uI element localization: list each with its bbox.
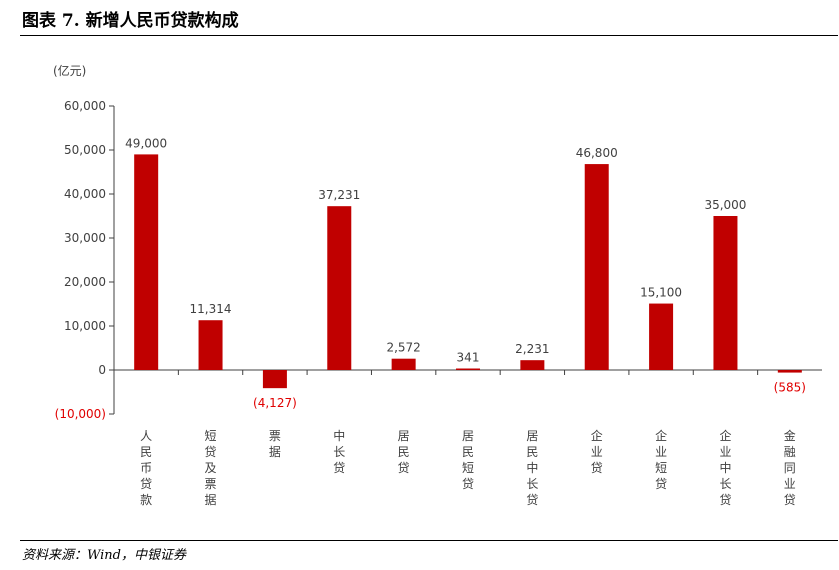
bar [456, 368, 480, 370]
data-label: 15,100 [640, 286, 682, 300]
bar [649, 303, 674, 370]
y-tick-label: 40,000 [64, 187, 106, 201]
data-label: 46,800 [576, 146, 618, 160]
data-label: (4,127) [253, 396, 297, 410]
category-label: 中长贷 [333, 428, 345, 475]
y-tick-label: 10,000 [64, 319, 106, 333]
bar [391, 358, 416, 370]
data-label: 2,572 [386, 341, 420, 355]
y-tick-label: 0 [98, 363, 106, 377]
y-unit-label: (亿元) [53, 63, 86, 78]
title-divider [20, 35, 838, 36]
y-tick-label: (10,000) [55, 407, 106, 421]
category-label: 短贷及票据 [205, 429, 217, 507]
bar [520, 360, 545, 370]
y-tick-label: 30,000 [64, 231, 106, 245]
category-label: 金融同业贷 [784, 428, 796, 507]
data-label: 35,000 [704, 198, 746, 212]
category-label: 企业短贷 [655, 428, 667, 491]
bar [777, 370, 802, 373]
category-label: 居民贷 [398, 429, 410, 475]
bar [262, 370, 287, 389]
figure-title: 图表 7. 新增人民币贷款构成 [22, 11, 239, 31]
category-label: 企业中长贷 [719, 428, 731, 507]
category-label: 居民短贷 [462, 429, 474, 491]
data-label: 49,000 [125, 136, 167, 150]
category-label: 票据 [269, 429, 281, 459]
bar [134, 154, 159, 370]
source-note: 资料来源：Wind，中银证券 [22, 548, 186, 563]
footer-divider [20, 540, 838, 541]
category-label: 企业贷 [591, 428, 603, 475]
y-tick-label: 60,000 [64, 99, 106, 113]
data-label: 37,231 [318, 188, 360, 202]
y-tick-label: 20,000 [64, 275, 106, 289]
category-label: 居民中长贷 [526, 429, 538, 507]
bar [327, 206, 352, 370]
bar [713, 216, 738, 370]
data-label: 2,231 [515, 342, 549, 356]
y-tick-label: 50,000 [64, 143, 106, 157]
bar [584, 164, 609, 370]
data-label: (585) [774, 381, 806, 395]
data-label: 11,314 [190, 302, 232, 316]
category-label: 人民币贷款 [140, 429, 152, 507]
bar-chart: (亿元) (10,000) 0 10,000 20,000 30,000 40,000 50,… [53, 63, 822, 507]
bar [198, 320, 223, 370]
data-label: 341 [457, 350, 480, 364]
